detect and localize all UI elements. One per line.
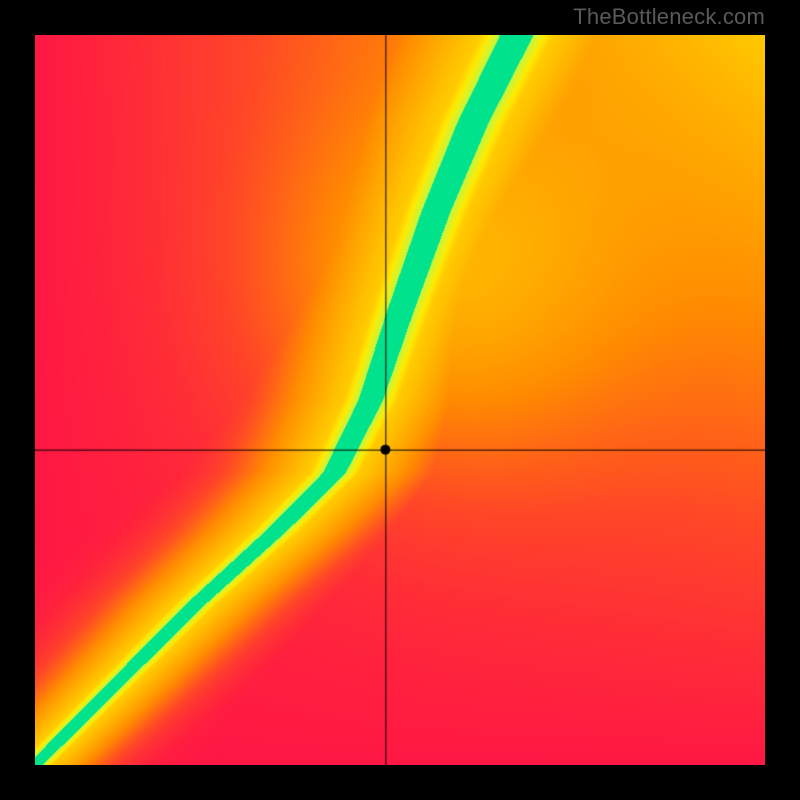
chart-container: TheBottleneck.com <box>0 0 800 800</box>
watermark-text: TheBottleneck.com <box>573 4 765 30</box>
overlay-canvas <box>35 35 765 765</box>
